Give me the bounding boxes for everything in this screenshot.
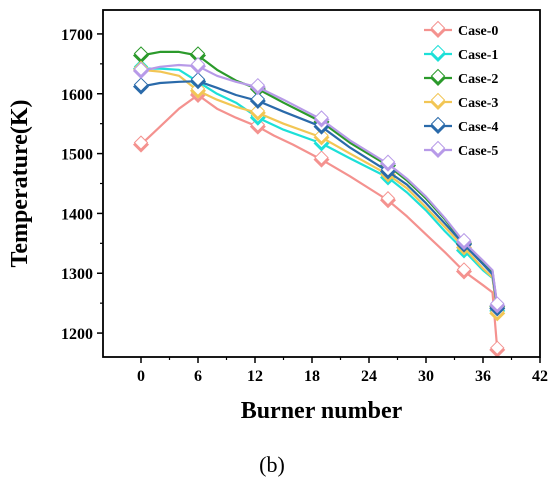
y-tick-label: 1400 (61, 206, 93, 223)
data-point-marker-highlight (314, 150, 329, 165)
data-point-marker-highlight (133, 61, 149, 77)
legend: Case-0 Case-1 Case-2 Case-3 Case-4 Case-5 (424, 20, 498, 159)
series-layer (133, 46, 506, 358)
data-point-marker-highlight (380, 191, 396, 206)
data-point-marker-highlight (250, 77, 266, 93)
legend-marker-highlight (430, 116, 446, 132)
data-point-marker-highlight (190, 57, 206, 72)
legend-item: Case-2 (424, 68, 498, 87)
data-point-marker-highlight (314, 110, 329, 125)
data-point-marker-highlight (190, 71, 206, 87)
y-tick-label: 1700 (61, 27, 93, 44)
legend-label: Case-5 (458, 144, 498, 159)
legend-marker-highlight (430, 20, 446, 36)
data-point-marker-highlight (250, 103, 266, 119)
legend-label: Case-1 (458, 48, 498, 63)
x-tick-label: 0 (137, 368, 145, 385)
series-line (141, 67, 499, 312)
series-line (140, 68, 499, 314)
legend-marker-highlight (430, 68, 446, 84)
x-tick-label: 36 (475, 368, 491, 385)
legend-marker-highlight (430, 140, 446, 156)
legend-label: Case-4 (458, 120, 498, 135)
x-axis-title: Burner number (241, 398, 403, 424)
figure-caption: (b) (259, 452, 285, 477)
legend-item: Case-1 (424, 44, 498, 63)
legend-item: Case-4 (424, 116, 498, 135)
data-point-marker-highlight (456, 262, 472, 277)
series-case-1 (133, 59, 506, 319)
legend-label: Case-3 (458, 96, 498, 111)
data-point-marker-highlight (456, 232, 472, 248)
series-case-4 (133, 71, 506, 317)
x-tick-label: 18 (304, 368, 320, 385)
series-case-2 (133, 46, 506, 315)
data-point-marker-highlight (380, 154, 396, 169)
x-tick-label: 12 (247, 368, 263, 385)
y-axis: 1200 1300 1400 1500 1600 1700 (61, 27, 103, 343)
y-tick-label: 1600 (61, 87, 93, 104)
legend-item: Case-3 (424, 92, 498, 111)
legend-label: Case-2 (458, 72, 498, 87)
legend-marker-highlight (430, 44, 446, 60)
legend-label: Case-0 (458, 24, 498, 39)
y-tick-label: 1200 (61, 326, 93, 343)
data-point-marker-highlight (490, 296, 505, 311)
x-tick-label: 42 (532, 368, 548, 385)
y-axis-title: Temperature(K) (7, 100, 33, 268)
legend-item: Case-5 (424, 140, 498, 159)
series-case-5 (133, 57, 506, 314)
x-tick-label: 30 (418, 368, 434, 385)
data-point-marker-highlight (250, 91, 266, 107)
legend-marker-highlight (430, 92, 446, 108)
data-point-marker-highlight (133, 135, 149, 150)
x-tick-label: 24 (361, 368, 377, 385)
x-axis: 0 6 12 18 24 30 36 42 (137, 357, 548, 385)
data-point-marker-highlight (133, 77, 149, 92)
y-tick-label: 1500 (61, 147, 93, 164)
data-point-marker-highlight (490, 340, 505, 356)
legend-item: Case-0 (424, 20, 498, 39)
data-point-marker-highlight (314, 128, 329, 143)
data-point-marker-highlight (133, 46, 149, 61)
x-tick-label: 6 (194, 368, 202, 385)
y-tick-label: 1300 (61, 266, 93, 283)
